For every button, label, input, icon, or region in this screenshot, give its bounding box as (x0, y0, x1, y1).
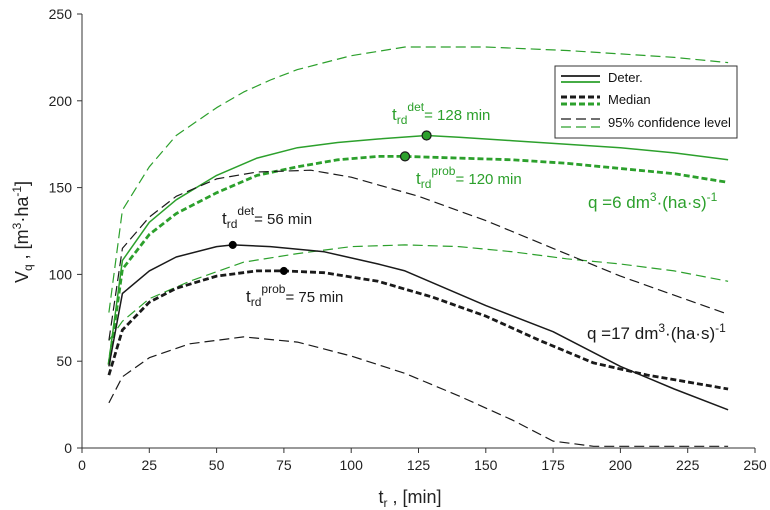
annotation-q17-trd-det: trddet= 56 min (222, 204, 312, 231)
series-line-q6-dash-lower (108, 244, 729, 341)
annotation-q6-label: q =6 dm3·(ha·s)-1 (588, 190, 718, 212)
legend-box (554, 65, 738, 139)
series-line-q17-dash-upper (108, 169, 729, 341)
x-tick-label: 150 (474, 457, 498, 473)
y-tick-label: 50 (56, 353, 72, 369)
legend-label-median: Median (608, 92, 651, 107)
legend-entry-deter: Deter. (561, 70, 643, 85)
x-tick-group: 0 25 50 75 100 125 150 175 200 225 250 (78, 448, 767, 473)
x-tick-label: 125 (407, 457, 431, 473)
x-tick-label: 175 (541, 457, 565, 473)
y-tick-label: 150 (49, 180, 73, 196)
x-tick-label: 100 (340, 457, 364, 473)
x-tick-label: 200 (609, 457, 633, 473)
point-marker-q6 (399, 151, 411, 162)
legend-label-deter: Deter. (608, 70, 643, 85)
series-line-q6-bold-dash (107, 154, 729, 365)
x-tick-label: 225 (676, 457, 700, 473)
legend-label-confidence: 95% confidence level (608, 115, 731, 130)
x-tick-label: 0 (78, 457, 86, 473)
x-tick-label: 25 (142, 457, 158, 473)
y-axis-label: Vq , [m3·ha-1] (10, 181, 35, 283)
series-line-q17-bold-dash (107, 269, 729, 391)
annotation-q17-trd-prob: trdprob= 75 min (246, 282, 343, 309)
legend-entry-confidence: 95% confidence level (561, 115, 731, 130)
y-tick-label: 200 (49, 93, 73, 109)
y-tick-label: 250 (49, 6, 73, 22)
annotation-q6-trd-det: trddet= 128 min (392, 100, 490, 127)
point-marker-q17 (228, 240, 237, 249)
marker-layer (228, 130, 432, 275)
x-tick-label: 75 (276, 457, 292, 473)
series-layer (107, 46, 729, 447)
x-axis-label: tr , [min] (378, 487, 441, 510)
legend: Deter. Median 95% confidence level (554, 65, 738, 139)
x-tick-label: 250 (743, 457, 767, 473)
annotation-q6-trd-prob: trdprob= 120 min (416, 164, 522, 191)
x-tick-label: 50 (209, 457, 225, 473)
legend-entry-median: Median (561, 92, 651, 107)
plot-area: 0 25 50 75 100 125 150 175 200 225 250 0 50 100 150 20… (49, 6, 767, 473)
y-tick-label: 100 (49, 266, 73, 282)
point-marker-q6 (421, 130, 432, 141)
annotation-q17-label: q =17 dm3·(ha·s)-1 (587, 321, 726, 343)
series-line-q17-dash-lower (108, 336, 729, 447)
series-line-q17-solid (108, 244, 729, 411)
series-line-q6-solid (108, 134, 729, 362)
y-tick-group: 0 50 100 150 200 250 (49, 6, 82, 456)
y-tick-label: 0 (64, 440, 72, 456)
series-line-q6-dash-upper (108, 46, 729, 313)
point-marker-q17 (279, 266, 288, 275)
